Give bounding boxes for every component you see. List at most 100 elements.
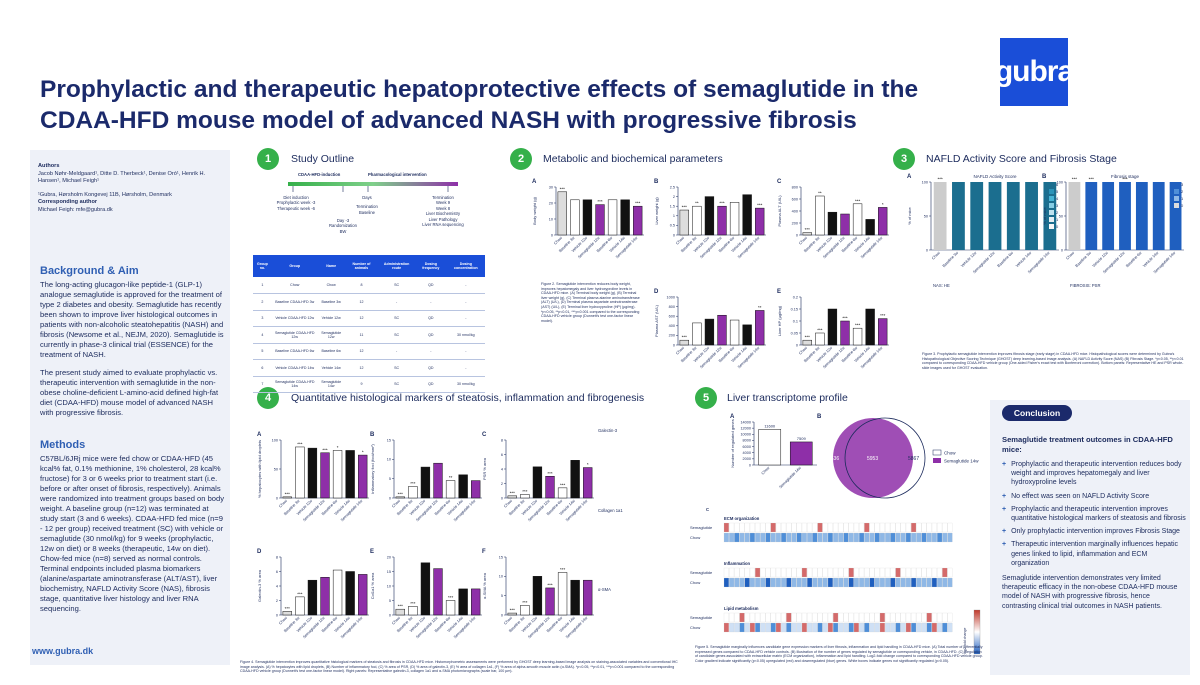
bar [358,574,368,616]
study-table-row: 5 Baseline CDAA-HFD 6w Baseline 6w 12- - - [253,343,485,360]
significance-marker: *** [510,608,516,613]
y-tick-label: 5 [389,477,391,481]
chart-4A: A % hepatocytes with lipid droplets 0 50 100… [257,432,369,522]
panel-letter: E [370,549,374,555]
bar [729,319,740,346]
venn-circle-sema [833,418,913,498]
study-table-cell: - [378,293,415,311]
asma-image-label: α-SMA [598,587,611,592]
study-table-cell: Semaglutide CDAA-HFD 12w [271,326,318,344]
heatmap-cell [895,567,901,578]
bar [802,339,812,346]
y-axis-label: Col1a1 % area [370,572,375,599]
legend-swatch [1049,203,1054,208]
heatmap-cell [900,567,906,578]
heatmap-cell [838,577,844,588]
significance-marker: *** [682,335,688,340]
study-table-cell: - [415,293,447,311]
heatmap-cell [775,567,781,578]
heatmap-cell [853,622,859,633]
legend-swatch [1174,196,1179,201]
heatmap-cell [775,622,781,633]
y-tick-label: 800 [792,185,798,189]
heatmap-cell [916,612,922,623]
significance-marker: *** [1072,177,1078,182]
heatmap-cell [937,567,943,578]
heatmap-cell [807,577,813,588]
heatmap-cell [864,577,870,588]
heatmap-cell [905,522,911,533]
outline-liver-path: Liver Pathology [428,216,458,222]
heatmap-cell [796,532,802,543]
heatmap-cell [937,577,943,588]
heatmap-cell [911,522,917,533]
heatmap-cell [729,622,735,633]
gubra-logo: gubra [995,38,1074,106]
background-text-2: The present study aimed to evaluate prop… [40,368,219,417]
heatmap-cell [942,622,948,633]
significance-marker: *** [1122,177,1128,182]
significance-marker: *** [1089,177,1095,182]
study-table-cell: Vehicle 12w [317,310,345,327]
study-table-cell: SC [378,310,415,327]
significance-marker: *** [880,313,886,318]
y-tick-label: 200 [792,221,798,225]
bar [692,322,702,346]
stacked-bar [1085,182,1098,250]
heatmap-cell [765,577,771,588]
venn-legend-sema: Semaglutide 14w [944,459,979,464]
heatmap-cell [734,622,740,633]
panel-letter: B [1042,174,1047,180]
y-tick-label: 2000 [743,457,751,461]
outline-liver-rna: Liver RNA sequencing [422,222,464,228]
heatmap-cell [775,612,781,623]
section-3-number: 3 [893,148,915,170]
heatmap-cell [843,622,849,633]
heatmap-cell [864,532,870,543]
bar [729,202,740,236]
heatmap-cell [760,567,766,578]
study-table-cell: 3 [253,310,272,327]
panel-letter: C [777,179,782,185]
heatmap-cell [833,577,839,588]
study-table-cell: 11 [344,326,379,344]
heatmap-cell [874,622,880,633]
heatmap-cell [947,622,953,633]
heatmap-cell [937,532,943,543]
study-table-header-cell: Administration route [378,255,415,277]
section-2-number: 2 [510,148,532,170]
heatmap-cell [879,612,885,623]
section-5-number: 5 [695,387,717,409]
y-tick-label: 8000 [743,439,751,443]
x-tick-label: Baseline 6w [1125,251,1142,268]
y-tick-label: 0 [389,496,391,500]
heatmap-cell [765,567,771,578]
y-axis-label: Liver HP (µg/mg) [777,305,782,336]
study-table-cell: QD [415,359,447,377]
bar [865,308,875,346]
stacked-bar [1025,182,1038,250]
y-tick-label: 12000 [740,426,751,430]
bar [295,446,305,499]
heatmap-cell [744,577,750,588]
chart-3A: A NAFLD Activity Score% of mice050100Chow… [907,174,1059,274]
bar [545,587,555,616]
bar [471,480,481,499]
y-tick-label: 0 [673,343,675,347]
heatmap-cell [859,567,865,578]
heatmap-cell [781,567,787,578]
authors-list: Jacob Nøhr-Meldgaard¹, Ditte D. Therbeck… [38,170,206,185]
heatmap-cell [843,532,849,543]
bar [755,310,765,346]
outline-randomization: Randomization [329,223,357,229]
heatmap-cell [916,567,922,578]
bar [620,199,630,236]
heatmap-cell [885,612,891,623]
study-table-cell: QD [415,326,447,344]
conclusion-bullet: + Only prophylactic intervention improves… [1002,527,1186,536]
bar [755,207,765,236]
website-link[interactable]: www.gubra.dk [32,646,94,656]
